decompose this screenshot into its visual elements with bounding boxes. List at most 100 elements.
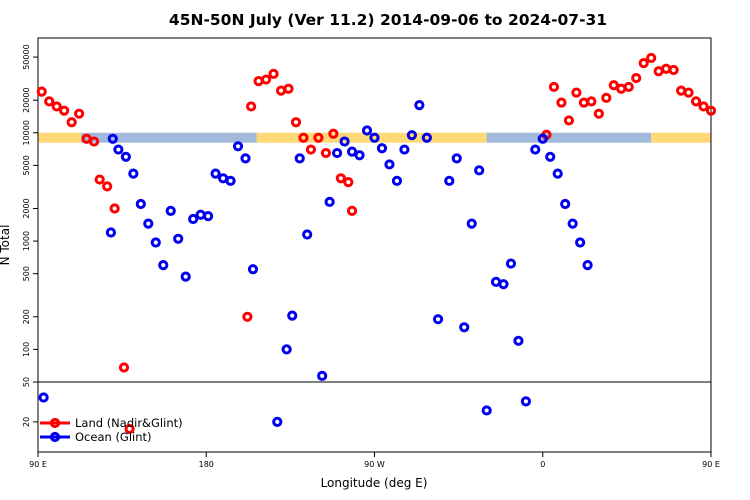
ocean-point [339,136,350,147]
ocean-point [135,198,146,210]
ocean-point [582,260,593,271]
ocean-point [560,198,571,210]
ocean-point [105,227,117,238]
land-point [346,205,358,216]
land-point [661,63,672,74]
land-point [44,96,55,107]
ocean-point [128,168,139,179]
land-point [74,108,85,119]
ocean-point [537,133,548,144]
land-point [548,81,560,93]
legend-ocean-label: Ocean (Glint) [75,430,152,444]
ocean-point [113,144,124,155]
land-point [638,57,649,69]
ocean-point [143,218,154,229]
y-axis-label: N Total [0,225,12,266]
x-tick-label: 180 [199,460,214,469]
legend: Land (Nadir&Glint) Ocean (Glint) [40,416,183,444]
land-point [51,101,62,112]
ocean-point [369,132,380,143]
ocean-point [432,314,444,325]
land-point [623,81,634,93]
y-tick-label: 100 [22,342,31,357]
land-point [246,101,257,112]
ocean-point [414,100,425,111]
land-point [305,144,317,155]
x-tick-label: 90 W [364,460,385,469]
ocean-point [575,237,586,248]
x-axis-label: Longitude (deg E) [321,476,428,490]
land-point [690,96,702,107]
ocean-point [281,344,292,355]
y-tick-label: 500 [22,266,31,281]
y-tick-label: 50000 [22,44,31,69]
ocean-point [107,133,118,144]
ocean-point [361,125,373,136]
land-point [290,117,302,128]
ocean-point [391,175,403,186]
land-point [124,423,135,435]
land-point [109,203,120,214]
y-tick-label: 10000 [22,120,31,145]
ocean-point [38,392,49,403]
y-tick-label: 50 [22,377,31,387]
ocean-point [466,218,477,229]
land-point [608,80,619,91]
chart-title: 45N-50N July (Ver 11.2) 2014-09-06 to 20… [169,11,607,29]
x-tick-label: 90 E [29,460,47,469]
land-point [320,147,331,159]
land-point [59,105,70,116]
ocean-point [158,260,169,271]
land-point [268,68,279,79]
y-tick-label: 2000 [22,198,31,218]
ocean-point [459,322,470,333]
x-tick-label: 90 E [702,460,720,469]
y-tick-label: 20000 [22,87,31,112]
y-tick-label: 5000 [22,155,31,175]
ocean-point [444,175,455,186]
ocean-point [421,132,432,143]
ocean-point [210,168,221,179]
land-point [335,173,346,184]
land-point [571,87,582,98]
land-point [601,92,612,103]
land-point [298,132,309,143]
ocean-point [481,405,492,416]
ocean-point [474,165,485,176]
ocean-point [165,205,176,216]
y-tick-label: 20 [22,417,31,427]
land-point [36,86,47,97]
ocean-point [332,147,343,159]
ocean-point [354,150,365,161]
land-point [283,83,294,94]
land-point [88,136,100,147]
land-point [586,96,597,107]
land-point [260,74,272,85]
land-point [94,174,105,185]
legend-ocean-marker [49,431,61,443]
land-point [593,108,604,119]
land-point [563,115,575,126]
land-point [242,311,253,322]
ocean-point [399,144,410,155]
ocean-band [486,132,652,143]
ocean-point [406,130,417,141]
ocean-point [180,271,191,282]
ocean-point [376,143,388,154]
ocean-point [505,258,517,269]
land-point [343,177,354,188]
ocean-point [150,237,161,248]
ocean-band [80,132,257,143]
ocean-point [498,279,509,290]
ocean-point [232,141,244,152]
land-point [578,97,589,108]
ocean-point [247,264,259,275]
land-point [328,128,339,139]
x-tick-label: 0 [540,460,545,469]
land-point [556,97,567,108]
ocean-point [203,211,214,222]
land-band [651,132,711,143]
ocean-point [513,335,524,346]
ocean-point [530,144,541,155]
ocean-point [451,153,462,164]
